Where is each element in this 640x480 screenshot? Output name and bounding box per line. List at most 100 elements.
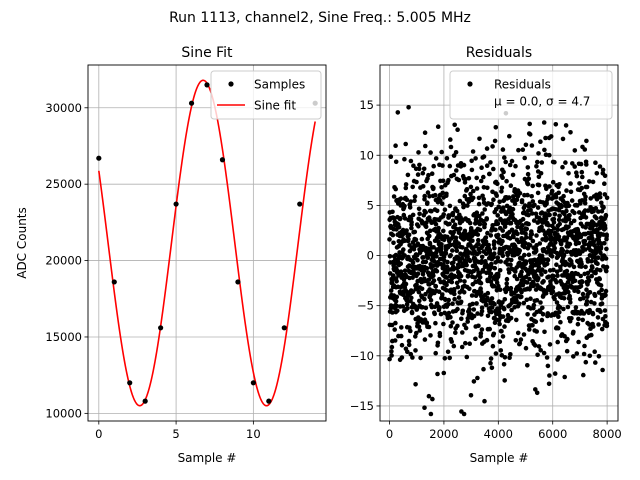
residual-point — [470, 301, 475, 307]
residual-point — [529, 232, 535, 237]
residual-point — [571, 264, 577, 270]
residual-point — [580, 317, 585, 323]
residual-point — [593, 206, 599, 211]
residual-point — [492, 301, 497, 307]
residual-point — [525, 181, 531, 187]
residual-point — [426, 172, 431, 178]
residual-point — [425, 190, 431, 195]
residual-point — [514, 317, 519, 323]
residual-point — [495, 213, 501, 218]
residual-point — [493, 351, 499, 356]
residual-point — [599, 200, 604, 206]
residual-point — [527, 132, 533, 137]
residual-point — [550, 289, 556, 294]
residual-point — [502, 378, 508, 383]
residual-point — [552, 212, 558, 217]
residual-point — [463, 325, 469, 331]
residual-point — [434, 208, 440, 214]
residual-point — [454, 280, 460, 286]
residual-point — [423, 305, 429, 311]
residual-point — [450, 301, 455, 307]
residual-point — [479, 254, 485, 260]
residual-point — [423, 210, 429, 215]
residual-point — [415, 271, 421, 277]
residual-point — [481, 366, 486, 372]
residual-point — [564, 348, 570, 354]
residual-point — [521, 332, 527, 337]
sine-fit-ytick-label: 25000 — [45, 177, 82, 191]
residual-point — [454, 208, 460, 214]
residual-point — [420, 170, 426, 176]
residual-point — [501, 306, 507, 312]
residual-point — [544, 261, 550, 267]
residual-point — [561, 193, 566, 199]
residual-point — [526, 221, 531, 227]
residual-point — [402, 268, 408, 274]
residual-point — [564, 208, 569, 214]
residual-point — [536, 174, 542, 180]
residual-point — [582, 200, 588, 206]
residual-point — [399, 342, 405, 348]
residual-point — [570, 161, 575, 166]
residual-point — [477, 275, 483, 280]
residual-point — [555, 339, 560, 345]
residuals-ytick-label: −5 — [357, 299, 374, 313]
residual-point — [422, 405, 427, 411]
residual-point — [546, 223, 551, 228]
residual-point — [584, 299, 590, 304]
residual-point — [543, 135, 548, 141]
residual-point — [542, 257, 547, 262]
residual-point — [501, 362, 507, 367]
residual-point — [485, 313, 491, 319]
residual-point — [566, 224, 571, 230]
residual-point — [428, 333, 433, 338]
residual-point — [448, 144, 454, 150]
residual-point — [474, 175, 480, 181]
residual-point — [517, 341, 523, 346]
residual-point — [501, 205, 506, 211]
residual-point — [416, 150, 421, 155]
residual-point — [546, 381, 552, 387]
residual-point — [492, 251, 497, 256]
residual-point — [433, 284, 439, 289]
residual-point — [470, 149, 476, 154]
residual-point — [582, 147, 588, 152]
residual-point — [452, 122, 458, 128]
residual-point — [554, 262, 559, 268]
residual-point — [536, 275, 541, 281]
residual-point — [580, 174, 585, 180]
residual-point — [471, 188, 476, 194]
residual-point — [405, 306, 410, 311]
residual-point — [497, 287, 503, 293]
residual-point — [589, 332, 594, 338]
residual-point — [500, 334, 506, 339]
residual-point — [393, 186, 399, 192]
residual-point — [496, 272, 501, 278]
residual-point — [388, 288, 394, 293]
residual-point — [508, 220, 514, 226]
sample-point — [188, 100, 195, 106]
residual-point — [392, 327, 398, 332]
residual-point — [444, 282, 449, 288]
residual-point — [523, 259, 529, 264]
residual-point — [534, 298, 540, 303]
residual-point — [461, 162, 467, 168]
residual-point — [406, 105, 411, 110]
residual-point — [413, 348, 418, 353]
residual-point — [598, 283, 604, 288]
residual-point — [579, 185, 584, 191]
residual-point — [590, 179, 596, 185]
residual-point — [436, 289, 442, 295]
residual-point — [600, 367, 605, 373]
residual-point — [461, 411, 467, 417]
residual-point — [582, 343, 587, 349]
residual-point — [538, 139, 543, 144]
residual-point — [430, 396, 435, 402]
residual-point — [478, 290, 484, 295]
residual-point — [585, 270, 591, 276]
residual-point — [545, 363, 551, 369]
residual-point — [471, 379, 477, 384]
residual-point — [549, 188, 555, 194]
residual-point — [494, 193, 500, 198]
residual-point — [583, 264, 588, 270]
